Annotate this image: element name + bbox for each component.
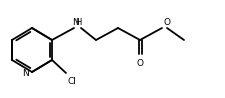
- Text: Cl: Cl: [67, 77, 76, 86]
- Text: N: N: [72, 18, 79, 27]
- Text: O: O: [163, 18, 170, 27]
- Text: N: N: [22, 69, 29, 78]
- Text: O: O: [137, 59, 144, 68]
- Text: H: H: [75, 18, 81, 27]
